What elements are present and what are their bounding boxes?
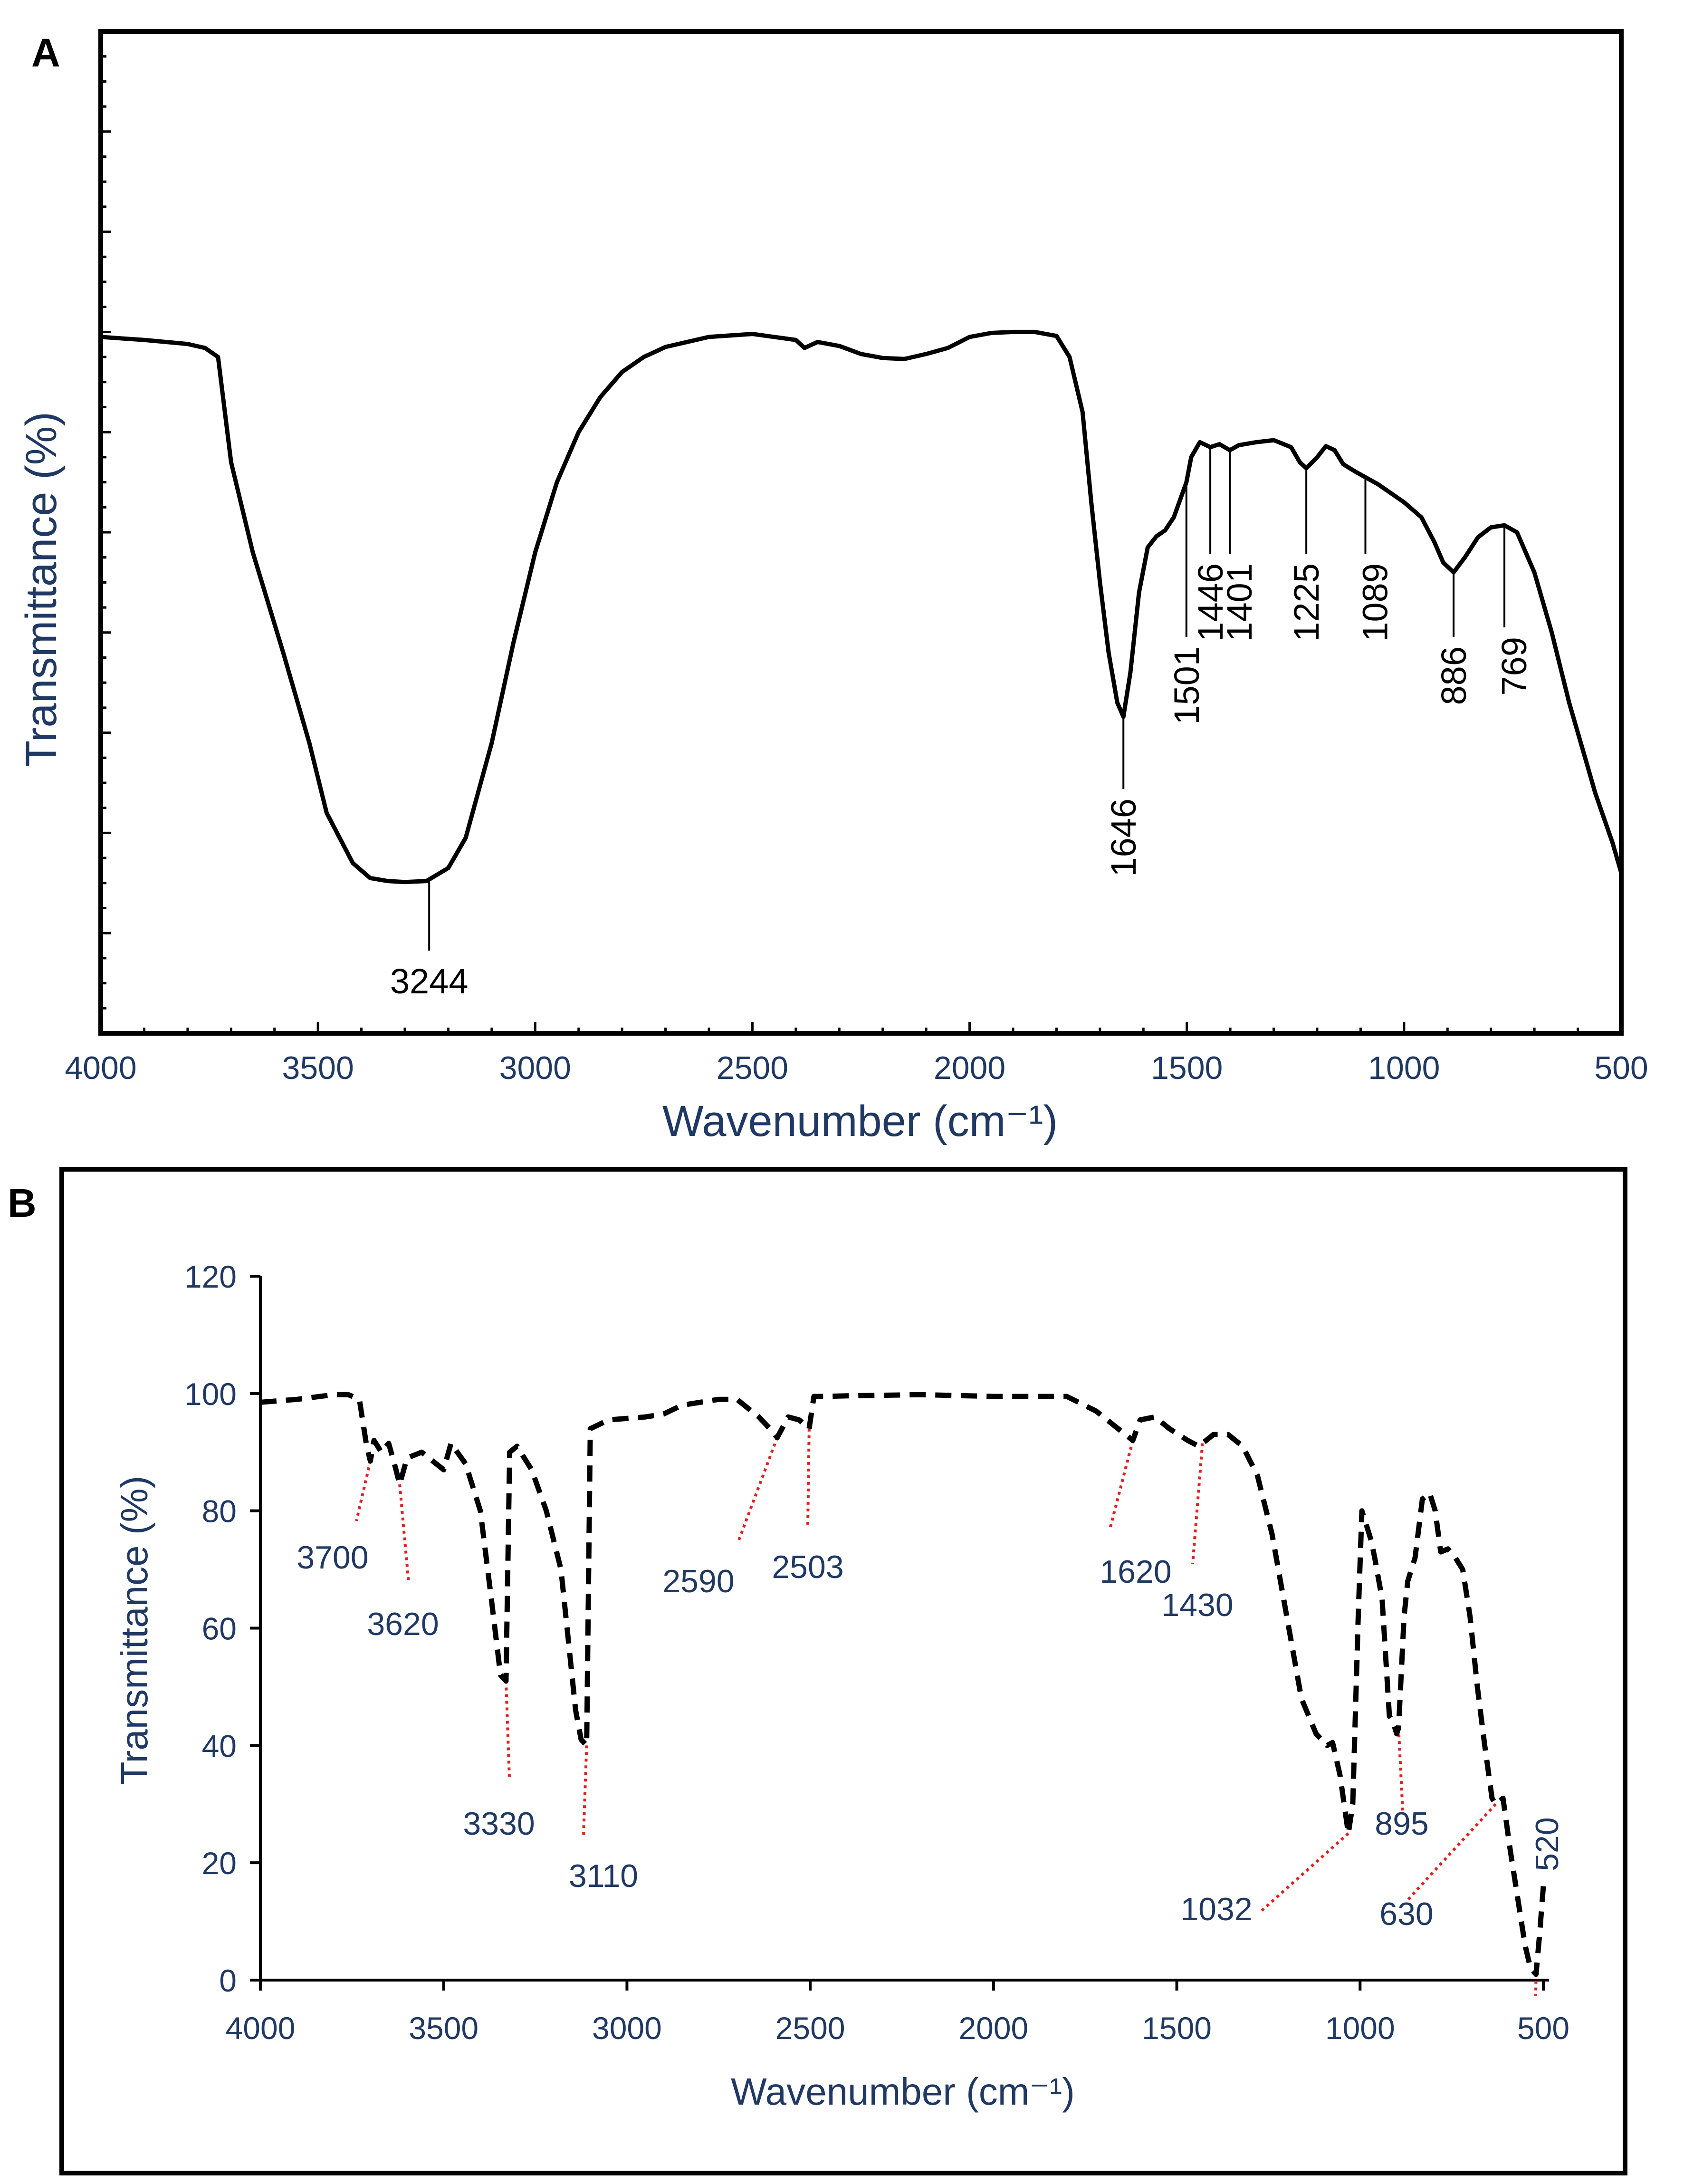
panel-b-x-axis-title: Wavenumber (cm⁻¹) [731, 2070, 1075, 2113]
panel-a-peak-label: 3244 [390, 962, 469, 1001]
panel-a-x-tick-label: 1000 [1368, 1050, 1440, 1086]
panel-b-peak-label: 3620 [367, 1606, 439, 1642]
panel-b-peak-label: 2503 [772, 1549, 843, 1585]
panel-b-peak-guide-line [737, 1437, 779, 1541]
panel-b-chart: B 0 20 40 60 80 100 120 4000 3500 3000 2500 2000 15… [8, 1167, 1627, 2175]
panel-b-peak-guide-line [1405, 1803, 1497, 1903]
panel-b-y-axis-title: Transmittance (%) [113, 1476, 155, 1785]
panel-a-x-tick-label: 2500 [717, 1050, 788, 1086]
panel-b-y-tick-label: 20 [202, 1846, 237, 1881]
panel-b-peak-label: 520 [1529, 1817, 1565, 1871]
panel-a-peak-label: 1446 [1191, 563, 1230, 642]
panel-a-spectrum-line [100, 329, 1624, 885]
panel-b-x-tick-label: 1000 [1325, 2011, 1395, 2046]
panel-b-x-tick-label: 2500 [775, 2011, 845, 2046]
panel-b-y-tick-label: 100 [184, 1376, 237, 1412]
panel-a-x-axis-title: Wavenumber (cm⁻¹) [662, 1097, 1058, 1145]
panel-a-x-tick-label: 3000 [499, 1050, 571, 1086]
panel-b-peak-label: 3110 [569, 1858, 638, 1894]
panel-a-x-tick-label: 4000 [65, 1050, 136, 1086]
panel-b-outer-frame [59, 1167, 1627, 2175]
panel-b-peak-label: 2590 [662, 1563, 734, 1599]
panel-a-peak-label: 1225 [1287, 563, 1326, 642]
panel-a-letter: A [31, 30, 60, 75]
panel-a-peak-label: 886 [1434, 646, 1474, 705]
panel-b-peak-label: 3700 [297, 1539, 368, 1576]
panel-b-peak-guide-line [504, 1681, 511, 1778]
panel-a-y-axis-title: Transmittance (%) [17, 412, 66, 767]
panel-b-x-tick-label: 2000 [958, 2011, 1028, 2046]
panel-b-x-tick-label: 4000 [226, 2011, 296, 2046]
panel-a-x-tick-label: 3500 [282, 1050, 354, 1086]
panel-b-peak-guide-line [1108, 1440, 1134, 1531]
panel-b-y-tick-label: 80 [202, 1494, 237, 1529]
panel-b-peak-label: 630 [1379, 1896, 1433, 1932]
panel-a-peak-label: 1646 [1104, 799, 1143, 877]
panel-a-peak-label: 1401 [1220, 563, 1259, 642]
panel-a-peak-label: 1089 [1356, 563, 1395, 642]
panel-a-peak-label: 769 [1494, 637, 1534, 695]
panel-b-peak-guide-line [806, 1428, 811, 1526]
panel-a-peak-label: 1501 [1167, 646, 1206, 725]
panel-b-peak-guide-line [1191, 1443, 1204, 1564]
panel-b-peak-label: 1032 [1180, 1891, 1252, 1927]
panel-b-peak-guide-line [1397, 1728, 1404, 1811]
panel-a-x-tick-label: 500 [1594, 1050, 1648, 1086]
panel-b-peak-label: 1430 [1161, 1587, 1233, 1623]
panel-b-peak-guide-line [582, 1745, 588, 1835]
panel-b-y-tick-label: 0 [219, 1963, 237, 1998]
panel-b-y-tick-label: 60 [202, 1611, 237, 1646]
panel-a-chart: A 4000 3500 3000 2500 2000 1500 1000 500 3244 16… [17, 29, 1648, 1145]
panel-b-x-tick-label: 1500 [1142, 2011, 1212, 2046]
panel-b-peak-label: 895 [1375, 1806, 1428, 1842]
panel-b-x-tick-label: 3500 [409, 2011, 478, 2046]
panel-b-peak-guide-line [398, 1484, 410, 1583]
panel-b-x-tick-label: 3000 [592, 2011, 662, 2046]
panel-b-peak-label: 3330 [463, 1806, 535, 1842]
panel-b-y-tick-label: 40 [202, 1728, 237, 1763]
panel-b-peak-label: 1620 [1100, 1554, 1171, 1590]
panel-b-spectrum-line [260, 1392, 1546, 1977]
panel-b-y-tick-label: 120 [184, 1259, 237, 1294]
panel-a-x-tick-label: 2000 [934, 1050, 1005, 1086]
panel-a-x-tick-label: 1500 [1151, 1050, 1223, 1086]
panel-b-x-tick-label: 500 [1517, 2011, 1569, 2046]
panel-b-letter: B [8, 1181, 37, 1225]
